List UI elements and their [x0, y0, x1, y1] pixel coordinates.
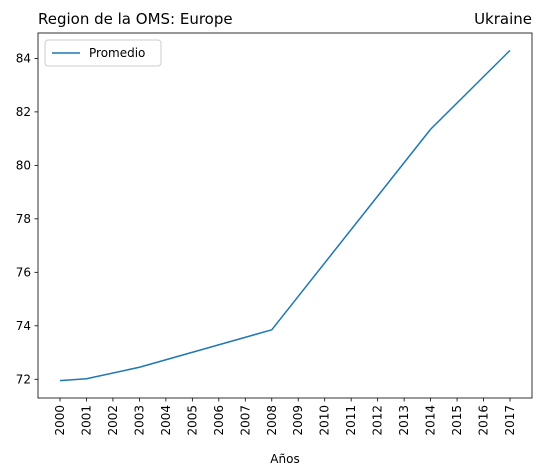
- series-lines: [59, 49, 511, 382]
- plot-area: [37, 32, 533, 399]
- x-tick-label: 2009: [291, 405, 305, 436]
- x-tick-label: 2003: [132, 405, 146, 436]
- x-tick-label: 2006: [212, 405, 226, 436]
- x-tick-label: 2013: [397, 405, 411, 436]
- x-tick-label: 2015: [450, 405, 464, 436]
- y-tick-label: 74: [16, 319, 31, 333]
- legend-label-promedio: Promedio: [89, 46, 145, 60]
- y-tick-label: 82: [16, 105, 31, 119]
- x-tick-label: 2017: [503, 405, 517, 436]
- series-line-promedio: [59, 49, 511, 382]
- x-tick-label: 2007: [238, 405, 252, 436]
- y-axis: 72 74 76 78 80 82 84: [16, 51, 38, 386]
- y-tick-label: 84: [16, 51, 31, 65]
- x-tick-label: 2011: [344, 405, 358, 436]
- x-tick-label: 2008: [265, 405, 279, 436]
- y-tick-label: 78: [16, 212, 31, 226]
- x-tick-label: 2001: [79, 405, 93, 436]
- x-tick-label: 2014: [424, 405, 438, 436]
- x-tick-label: 2016: [477, 405, 491, 436]
- x-tick-label: 2005: [185, 405, 199, 436]
- x-tick-label: 2010: [318, 405, 332, 436]
- x-tick-label: 2004: [159, 405, 173, 436]
- y-tick-label: 80: [16, 158, 31, 172]
- x-tick-label: 2000: [53, 405, 67, 436]
- x-axis-label: Años: [270, 452, 299, 466]
- legend: Promedio: [44, 39, 162, 67]
- chart-title: Region de la OMS: Europe: [38, 10, 233, 28]
- chart-country-title: Ukraine: [474, 10, 532, 28]
- x-tick-label: 2012: [371, 405, 385, 436]
- y-tick-label: 76: [16, 265, 31, 279]
- legend-box: [44, 39, 162, 67]
- x-tick-label: 2002: [106, 405, 120, 436]
- y-tick-label: 72: [16, 372, 31, 386]
- x-axis: 2000 2001 2002 2003 2004 2005 2006 2007 2008 2009…: [53, 398, 517, 436]
